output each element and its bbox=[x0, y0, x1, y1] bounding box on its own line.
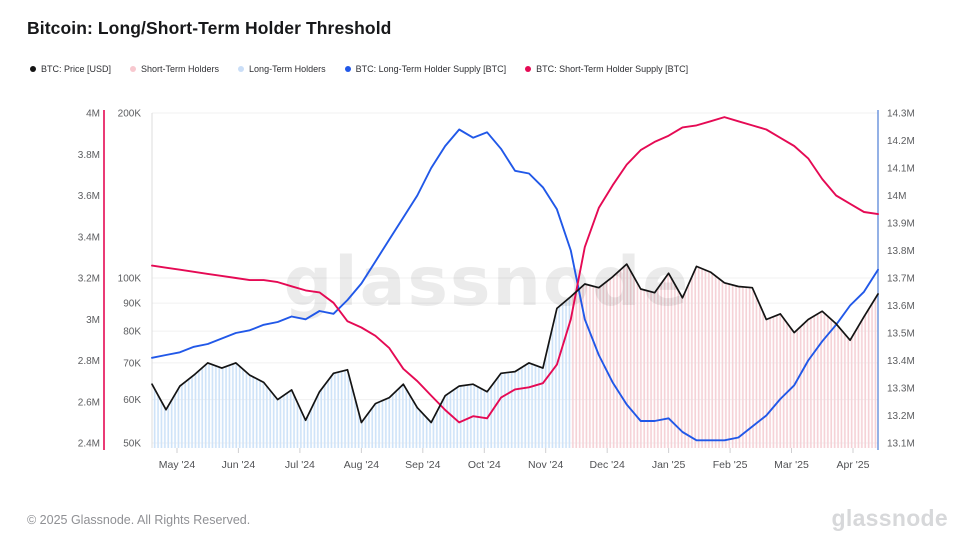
month-label: Jul '24 bbox=[285, 459, 315, 471]
month-label: Aug '24 bbox=[344, 459, 379, 471]
legend-dot-icon bbox=[30, 66, 36, 72]
lth-axis-tick-label: 13.2M bbox=[887, 411, 915, 422]
legend-item-sth-supply[interactable]: BTC: Short-Term Holder Supply [BTC] bbox=[525, 64, 688, 74]
month-label: Nov '24 bbox=[528, 459, 563, 471]
month-label: Dec '24 bbox=[590, 459, 625, 471]
lth-axis-tick-label: 14.1M bbox=[887, 164, 915, 175]
shaded-region-short-term-holders bbox=[570, 264, 878, 448]
glassnode-watermark: glassnode bbox=[284, 243, 691, 322]
legend-dot-icon bbox=[525, 66, 532, 72]
price-axis-tick-label: 80K bbox=[123, 327, 141, 338]
lth-axis-tick-label: 14M bbox=[887, 191, 906, 202]
glassnode-logo: glassnode bbox=[831, 505, 948, 531]
sth-axis-tick-label: 3.2M bbox=[78, 274, 100, 285]
legend-item-short-term-holders[interactable]: Short-Term Holders bbox=[130, 64, 219, 74]
price-axis-tick-label: 70K bbox=[123, 358, 141, 369]
price-axis-tick-label: 100K bbox=[118, 274, 142, 285]
month-label: Sep '24 bbox=[405, 459, 440, 471]
legend-item-long-term-holders[interactable]: Long-Term Holders bbox=[238, 64, 326, 74]
legend-item-label: BTC: Price [USD] bbox=[41, 64, 112, 74]
sth-axis-tick-label: 2.8M bbox=[78, 356, 100, 367]
lth-axis-tick-label: 14.2M bbox=[887, 136, 915, 147]
sth-axis-tick-label: 2.6M bbox=[78, 397, 100, 408]
legend-item-label: Long-Term Holders bbox=[249, 64, 326, 74]
legend-dot-icon bbox=[344, 66, 351, 72]
price-axis-tick-label: 60K bbox=[123, 395, 141, 406]
sth-axis-tick-label: 4M bbox=[86, 109, 100, 120]
legend-item-btc-price[interactable]: BTC: Price [USD] bbox=[30, 64, 111, 74]
lth-axis-tick-label: 13.5M bbox=[887, 329, 915, 340]
month-label: Oct '24 bbox=[468, 459, 501, 471]
sth-axis-tick-label: 2.4M bbox=[78, 439, 100, 450]
copyright-text: © 2025 Glassnode. All Rights Reserved. bbox=[27, 513, 251, 527]
month-label: Jan '25 bbox=[652, 459, 686, 471]
sth-axis-tick-label: 3.4M bbox=[78, 232, 100, 243]
lth-axis-tick-label: 13.4M bbox=[887, 356, 915, 367]
month-label: Jun '24 bbox=[222, 459, 256, 471]
lth-axis-tick-label: 13.6M bbox=[887, 301, 915, 312]
sth-axis-tick-label: 3.8M bbox=[78, 150, 100, 161]
lth-supply-line bbox=[151, 128, 879, 442]
lth-axis-tick-label: 13.8M bbox=[887, 246, 915, 257]
legend-dot-icon bbox=[130, 66, 137, 72]
sth-axis-tick-label: 3.6M bbox=[78, 191, 100, 202]
lth-axis-tick-label: 13.3M bbox=[887, 384, 915, 395]
month-label: Feb '25 bbox=[713, 459, 748, 471]
btc-price-line bbox=[151, 263, 879, 424]
legend-item-label: BTC: Short-Term Holder Supply [BTC] bbox=[536, 64, 689, 74]
month-label: Mar '25 bbox=[774, 459, 809, 471]
lth-axis-tick-label: 14.3M bbox=[887, 109, 915, 120]
price-axis-tick-label: 50K bbox=[123, 439, 141, 450]
legend-item-lth-supply[interactable]: BTC: Long-Term Holder Supply [BTC] bbox=[344, 64, 507, 74]
legend-dot-icon bbox=[238, 66, 245, 72]
price-axis-tick-label: 200K bbox=[118, 109, 142, 120]
month-label: Apr '25 bbox=[837, 459, 870, 471]
sth-axis-tick-label: 3M bbox=[86, 315, 100, 326]
lth-axis-tick-label: 13.1M bbox=[887, 439, 915, 450]
month-label: May '24 bbox=[159, 459, 196, 471]
shaded-region-long-term-holders bbox=[152, 296, 571, 448]
lth-axis-tick-label: 13.9M bbox=[887, 219, 915, 230]
lth-axis-tick-label: 13.7M bbox=[887, 274, 915, 285]
price-axis-tick-label: 90K bbox=[123, 299, 141, 310]
sth-supply-line bbox=[151, 116, 879, 424]
legend-item-label: Short-Term Holders bbox=[141, 64, 220, 74]
page-title: Bitcoin: Long/Short-Term Holder Threshol… bbox=[27, 18, 392, 38]
chart-legend: BTC: Price [USD] Short-Term Holders Long… bbox=[30, 64, 688, 74]
legend-item-label: BTC: Long-Term Holder Supply [BTC] bbox=[355, 64, 507, 74]
